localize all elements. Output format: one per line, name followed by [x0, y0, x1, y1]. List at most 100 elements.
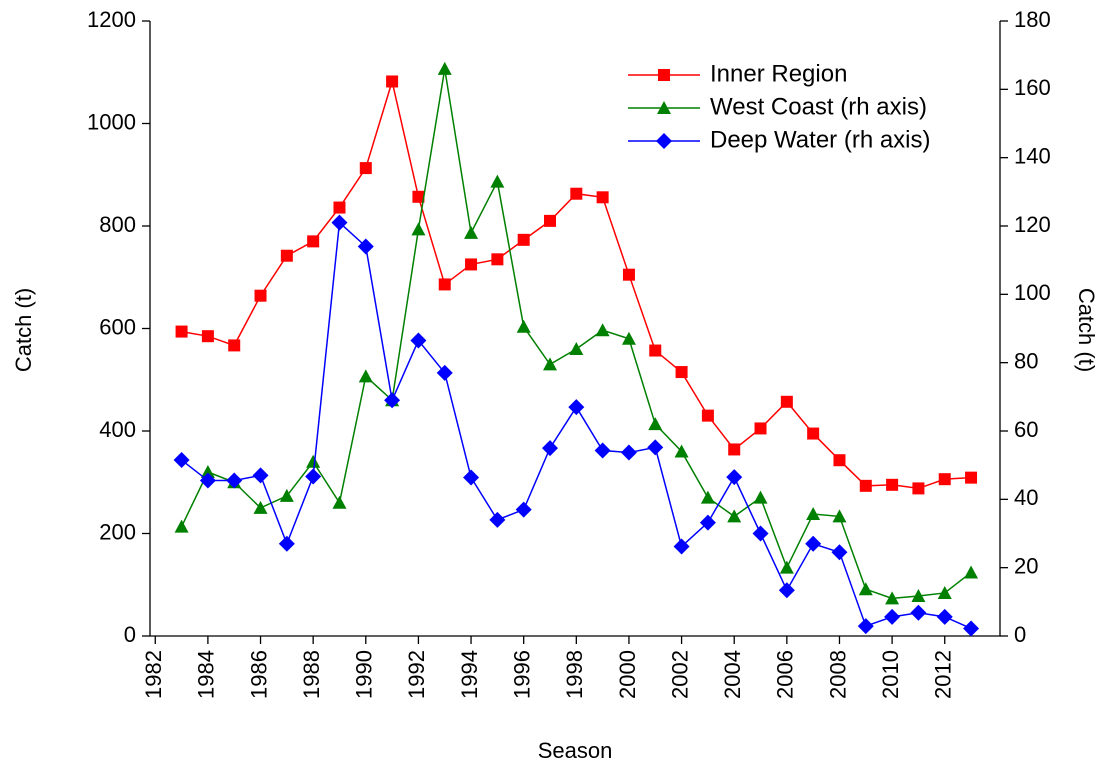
legend-marker	[657, 101, 671, 114]
marker	[384, 392, 401, 409]
marker	[490, 174, 505, 188]
y2-tick-label: 0	[1014, 622, 1026, 647]
marker	[279, 488, 294, 502]
marker	[726, 469, 743, 486]
marker	[701, 409, 714, 422]
marker	[807, 427, 820, 440]
marker	[280, 249, 293, 262]
marker	[542, 440, 558, 457]
marker	[936, 608, 953, 625]
marker	[438, 278, 451, 291]
marker	[305, 468, 322, 485]
marker	[965, 471, 978, 484]
x-tick-label: 2010	[878, 650, 903, 699]
marker	[780, 395, 793, 408]
marker	[307, 235, 320, 248]
marker	[910, 604, 927, 621]
marker	[700, 490, 715, 504]
y2-tick-label: 100	[1014, 280, 1051, 305]
marker	[544, 214, 556, 227]
y2-tick-label: 60	[1014, 417, 1038, 442]
marker	[436, 364, 453, 381]
legend-marker	[658, 69, 670, 81]
marker	[596, 191, 609, 204]
marker	[412, 190, 425, 203]
marker	[674, 444, 689, 458]
marker	[491, 253, 504, 266]
y-axis-label: Catch (t)	[11, 288, 36, 372]
x-tick-label: 1984	[194, 650, 219, 699]
x-tick-label: 1988	[299, 650, 324, 699]
marker	[753, 490, 768, 504]
marker	[570, 187, 583, 200]
marker	[173, 452, 190, 469]
y-tick-label: 1000	[87, 109, 136, 134]
marker	[779, 560, 794, 574]
marker	[778, 582, 795, 599]
y2-tick-label: 40	[1014, 485, 1038, 510]
marker	[543, 357, 557, 371]
x-tick-label: 2000	[615, 650, 640, 699]
x-tick-label: 2006	[773, 650, 798, 699]
y2-tick-label: 20	[1014, 553, 1038, 578]
marker	[332, 495, 347, 509]
marker	[253, 500, 268, 514]
x-tick-label: 1996	[509, 650, 534, 699]
marker	[359, 162, 372, 175]
marker	[201, 330, 214, 343]
marker	[857, 618, 874, 635]
legend-label: Inner Region	[710, 60, 847, 87]
marker	[411, 222, 426, 236]
marker	[886, 478, 899, 491]
marker	[859, 479, 872, 492]
marker	[410, 332, 427, 349]
marker	[331, 214, 348, 231]
marker	[727, 509, 742, 523]
marker	[648, 417, 663, 431]
y2-tick-label: 180	[1014, 7, 1051, 32]
marker	[912, 482, 925, 495]
y-tick-label: 1200	[87, 7, 136, 32]
y2-tick-label: 140	[1014, 143, 1051, 168]
y-tick-label: 0	[124, 622, 136, 647]
marker	[437, 61, 452, 75]
legend-label: Deep Water (rh axis)	[710, 126, 931, 153]
x-tick-label: 2012	[931, 650, 956, 699]
marker	[489, 511, 506, 528]
marker	[675, 366, 688, 379]
marker	[357, 238, 374, 255]
marker	[620, 444, 637, 461]
marker	[515, 501, 532, 518]
marker	[278, 535, 295, 552]
marker	[673, 538, 690, 555]
marker	[595, 323, 610, 337]
marker	[964, 565, 979, 579]
x-tick-label: 2004	[720, 650, 745, 699]
y2-tick-label: 80	[1014, 348, 1038, 373]
marker	[594, 442, 611, 459]
y-tick-label: 800	[99, 212, 136, 237]
marker	[621, 331, 636, 345]
y-tick-label: 600	[99, 314, 136, 339]
marker	[516, 319, 531, 333]
marker	[175, 325, 188, 338]
x-tick-label: 1998	[562, 650, 587, 699]
marker	[226, 472, 243, 489]
y2-tick-label: 120	[1014, 212, 1051, 237]
marker	[833, 454, 846, 467]
x-tick-label: 1990	[352, 650, 377, 699]
marker	[884, 608, 901, 625]
marker	[806, 507, 821, 521]
marker	[754, 422, 767, 435]
marker	[464, 225, 479, 239]
marker	[937, 585, 952, 599]
x-tick-label: 1986	[246, 650, 271, 699]
marker	[254, 289, 267, 302]
marker	[963, 620, 980, 637]
marker	[569, 342, 584, 355]
marker	[252, 467, 269, 484]
x-tick-label: 2002	[667, 650, 692, 699]
x-axis-label: Season	[538, 738, 613, 763]
marker	[333, 201, 346, 214]
